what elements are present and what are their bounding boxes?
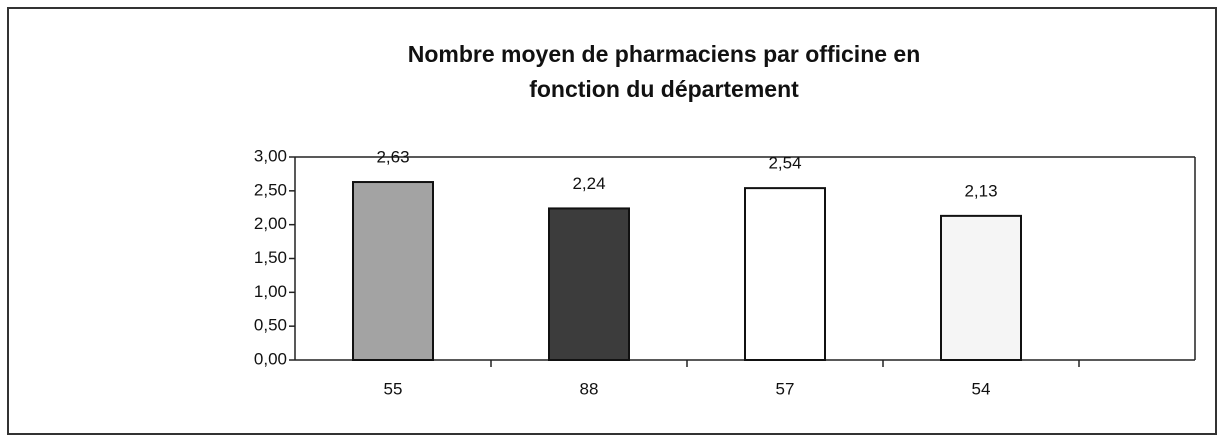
y-tick-label: 1,50 [254, 248, 287, 267]
y-tick-label: 0,50 [254, 316, 287, 335]
x-tick-label: 55 [384, 379, 403, 398]
bar [352, 181, 434, 361]
bar [548, 207, 630, 361]
bar [744, 187, 826, 361]
chart-title: fonction du département [529, 76, 799, 102]
value-label: 2,63 [376, 148, 409, 167]
bar [940, 214, 1022, 361]
value-label: 2,54 [768, 154, 801, 173]
x-tick-label: 57 [776, 379, 795, 398]
y-tick-label: 3,00 [254, 146, 287, 165]
y-tick-label: 0,00 [254, 349, 287, 368]
y-tick-label: 1,00 [254, 282, 287, 301]
x-tick-label: 88 [580, 379, 599, 398]
value-label: 2,13 [964, 181, 997, 200]
y-tick-label: 2,00 [254, 214, 287, 233]
value-label: 2,24 [572, 174, 605, 193]
y-tick-label: 2,50 [254, 180, 287, 199]
chart-title: Nombre moyen de pharmaciens par officine… [408, 41, 921, 67]
x-tick-label: 54 [972, 379, 991, 398]
